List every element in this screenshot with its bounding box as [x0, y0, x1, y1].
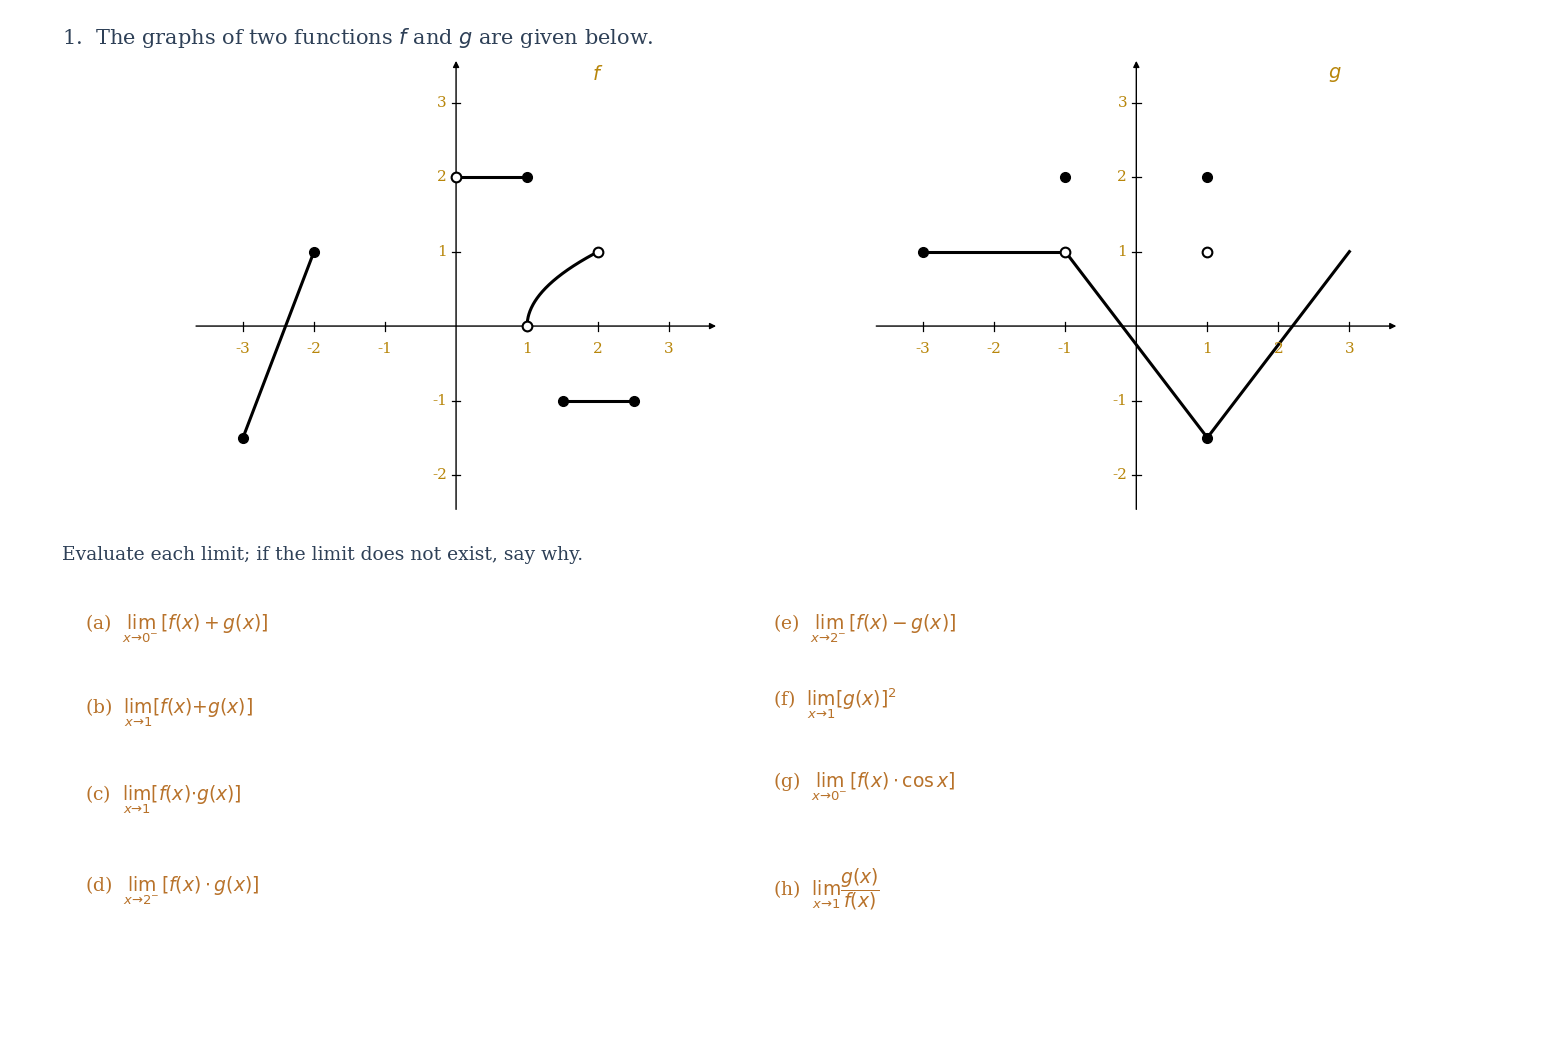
Text: (h)  $\lim_{x\to1}\dfrac{g(x)}{f(x)}$: (h) $\lim_{x\to1}\dfrac{g(x)}{f(x)}$	[773, 866, 880, 911]
Text: 3: 3	[438, 96, 447, 110]
Text: 2: 2	[438, 170, 447, 184]
Text: -2: -2	[986, 342, 1002, 357]
Text: (f)  $\lim_{x\to1}[g(x)]^2$: (f) $\lim_{x\to1}[g(x)]^2$	[773, 686, 897, 721]
Text: -1: -1	[1112, 394, 1127, 408]
Text: 3: 3	[1118, 96, 1127, 110]
Text: 2: 2	[1274, 342, 1283, 357]
Text: Evaluate each limit; if the limit does not exist, say why.: Evaluate each limit; if the limit does n…	[62, 546, 583, 564]
Text: -1: -1	[431, 394, 447, 408]
Text: -2: -2	[306, 342, 322, 357]
Text: -2: -2	[1112, 468, 1127, 482]
Text: 1: 1	[438, 245, 447, 259]
Text: 3: 3	[665, 342, 674, 357]
Text: 3: 3	[1345, 342, 1354, 357]
Text: (c)  $\lim_{x\to1}[f(x)\cdot g(x)]$: (c) $\lim_{x\to1}[f(x)\cdot g(x)]$	[85, 784, 241, 816]
Text: 1: 1	[523, 342, 532, 357]
Text: -2: -2	[431, 468, 447, 482]
Text: (g)  $\lim_{x\to0^-}[f(x)\cdot\cos x]$: (g) $\lim_{x\to0^-}[f(x)\cdot\cos x]$	[773, 771, 955, 804]
Text: -1: -1	[1057, 342, 1073, 357]
Text: 2: 2	[1118, 170, 1127, 184]
Text: (a)  $\lim_{x\to0^-}[f(x)+g(x)]$: (a) $\lim_{x\to0^-}[f(x)+g(x)]$	[85, 612, 269, 645]
Text: -3: -3	[235, 342, 250, 357]
Text: 1: 1	[1118, 245, 1127, 259]
Text: 2: 2	[594, 342, 603, 357]
Text: 1: 1	[1203, 342, 1212, 357]
Text: $f$: $f$	[592, 65, 604, 84]
Text: -3: -3	[915, 342, 931, 357]
Text: 1.  The graphs of two functions $f$ and $g$ are given below.: 1. The graphs of two functions $f$ and $…	[62, 26, 654, 51]
Text: (d)  $\lim_{x\to2^-}[f(x)\cdot g(x)]$: (d) $\lim_{x\to2^-}[f(x)\cdot g(x)]$	[85, 874, 260, 907]
Text: (e)  $\lim_{x\to2^-}[f(x)-g(x)]$: (e) $\lim_{x\to2^-}[f(x)-g(x)]$	[773, 612, 955, 645]
Text: -1: -1	[377, 342, 393, 357]
Text: (b)  $\lim_{x\to1}[f(x)+g(x)]$: (b) $\lim_{x\to1}[f(x)+g(x)]$	[85, 697, 254, 730]
Text: $g$: $g$	[1328, 65, 1342, 84]
